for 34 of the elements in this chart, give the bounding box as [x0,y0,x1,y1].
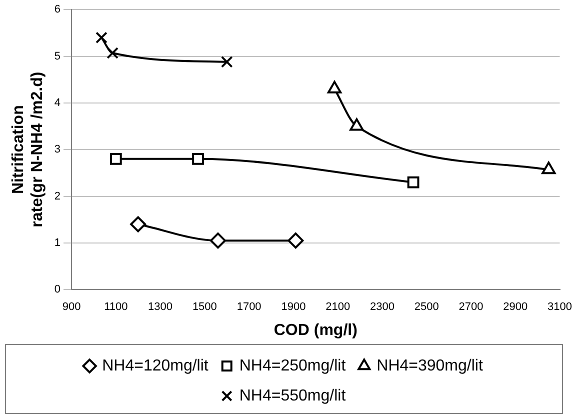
point [210,232,226,249]
point [130,216,146,232]
x-tick-label: 2700 [458,301,484,314]
y-tick-label: 1 [54,236,61,249]
point [220,56,233,68]
x-tick-label: 1300 [148,301,173,314]
x-tick-label: 1900 [281,301,306,314]
x-tick-label: 2500 [414,301,439,314]
y-tick-label: 6 [54,4,61,16]
y-tick-label: 0 [54,284,61,296]
x-tick-label: 1500 [192,301,217,314]
x-tick-label: 1700 [236,301,262,314]
y-tick-label: 2 [54,190,61,202]
x-axis-title: COD (mg/l) [274,322,358,339]
legend-label: NH4=250mg/lit [239,357,346,374]
point [96,32,108,44]
point [288,232,304,249]
legend-label: NH4=390mg/lit [376,357,484,374]
point [110,152,122,165]
y-tick-label: 3 [54,144,61,156]
x-tick-label: 2900 [503,301,528,314]
x-tick-label: 3100 [548,301,572,314]
x-tick-label: 900 [62,301,81,314]
point [407,176,420,188]
point [106,47,119,59]
y-axis-title: Nitrification rate(gr N-NH4 /m2.d) [10,72,46,228]
y-tick-label: 5 [54,50,61,62]
y-tick-label: 4 [54,96,61,109]
x-tick-label: 1100 [104,301,128,314]
point [192,152,204,165]
x-tick-label: 2300 [370,301,394,314]
legend-label: NH4=120mg/lit [102,357,209,374]
x-tick-label: 2100 [326,301,350,314]
legend-label: NH4=550mg/lit [239,387,346,404]
